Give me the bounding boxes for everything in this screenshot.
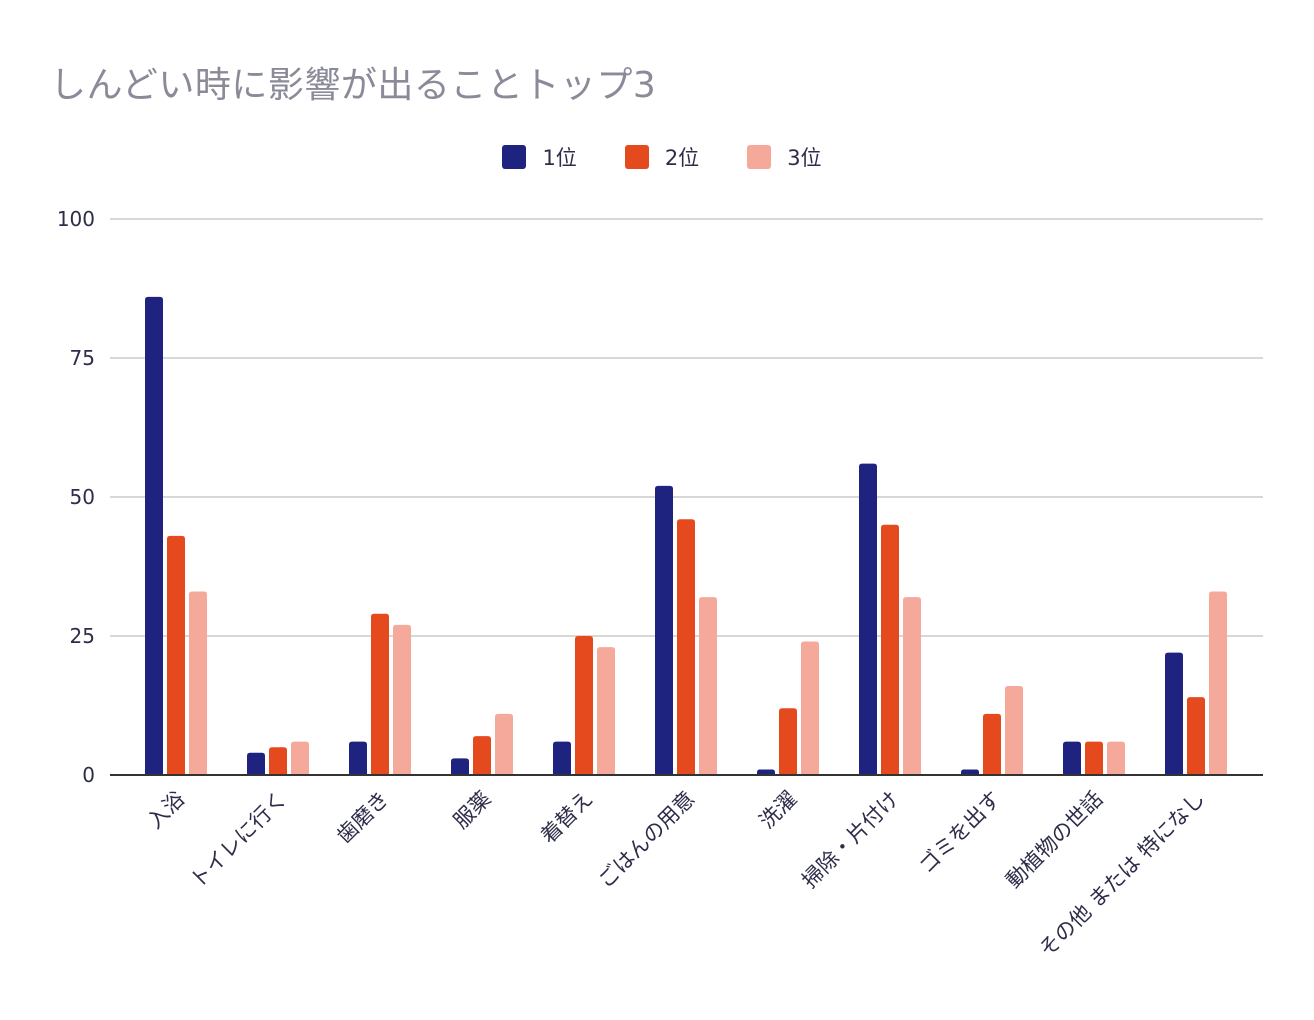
bar-series-2-cat-8[interactable] xyxy=(881,524,899,775)
bar-series-2-cat-2[interactable] xyxy=(269,747,287,775)
y-tick-label: 75 xyxy=(70,346,95,370)
bar-series-1-cat-1[interactable] xyxy=(145,296,163,775)
bar-series-1-cat-3[interactable] xyxy=(349,741,367,775)
legend-label-series-3: 3位 xyxy=(787,146,822,170)
x-tick-label: ゴミを出す xyxy=(914,787,1005,878)
x-tick-label: トイレに行く xyxy=(185,787,291,893)
legend-label-series-2: 2位 xyxy=(664,146,700,170)
bar-series-2-cat-6[interactable] xyxy=(677,519,695,775)
bar-series-3-cat-11[interactable] xyxy=(1209,591,1227,775)
y-tick-label: 0 xyxy=(82,763,95,787)
bar-series-3-cat-7[interactable] xyxy=(801,641,819,775)
y-tick-label: 25 xyxy=(70,624,95,648)
bar-series-2-cat-7[interactable] xyxy=(779,708,797,775)
bar-series-3-cat-2[interactable] xyxy=(291,741,309,775)
y-tick-label: 50 xyxy=(70,485,95,509)
bar-series-2-cat-9[interactable] xyxy=(983,713,1001,775)
bar-series-1-cat-6[interactable] xyxy=(655,485,673,775)
legend-swatch-series-2 xyxy=(624,145,649,169)
bar-series-3-cat-5[interactable] xyxy=(597,647,615,775)
bar-series-3-cat-4[interactable] xyxy=(495,713,513,775)
bar-series-3-cat-8[interactable] xyxy=(903,597,921,775)
legend-item-series-1[interactable]: 1位 xyxy=(502,142,577,172)
chart-title: しんどい時に影響が出ることトップ3 xyxy=(50,65,657,106)
x-tick-label: 着替え xyxy=(536,787,598,849)
legend-item-series-2[interactable]: 2位 xyxy=(624,142,700,172)
bar-series-1-cat-11[interactable] xyxy=(1165,652,1183,775)
bar-series-2-cat-10[interactable] xyxy=(1085,741,1103,775)
x-tick-label: 服薬 xyxy=(449,787,496,834)
legend-swatch-series-3 xyxy=(747,145,772,169)
bar-series-3-cat-6[interactable] xyxy=(699,597,717,775)
legend-label-series-1: 1位 xyxy=(542,146,577,170)
y-tick-label: 100 xyxy=(57,207,95,231)
bar-series-1-cat-8[interactable] xyxy=(859,463,877,775)
bar-series-2-cat-11[interactable] xyxy=(1187,697,1205,775)
bar-series-2-cat-3[interactable] xyxy=(371,613,389,775)
x-tick-label: 入浴 xyxy=(143,787,190,834)
bar-series-1-cat-10[interactable] xyxy=(1063,741,1081,775)
bar-series-3-cat-10[interactable] xyxy=(1107,741,1125,775)
bar-series-3-cat-1[interactable] xyxy=(189,591,207,775)
legend-item-series-3[interactable]: 3位 xyxy=(747,142,822,172)
x-tick-label: 洗濯 xyxy=(755,787,802,834)
x-tick-label: 動植物の世話 xyxy=(1001,787,1107,893)
bar-series-2-cat-5[interactable] xyxy=(575,636,593,775)
legend: 1位 2位 3位 xyxy=(0,142,1314,172)
x-tick-label: 歯磨き xyxy=(332,787,394,849)
bar-series-1-cat-7[interactable] xyxy=(757,769,775,775)
bar-series-1-cat-4[interactable] xyxy=(451,758,469,775)
bar-series-1-cat-9[interactable] xyxy=(961,769,979,775)
x-tick-label: 掃除・片付け xyxy=(797,787,903,893)
bar-series-2-cat-1[interactable] xyxy=(167,535,185,775)
bar-series-2-cat-4[interactable] xyxy=(473,736,491,775)
bar-series-1-cat-2[interactable] xyxy=(247,752,265,775)
bar-series-3-cat-9[interactable] xyxy=(1005,686,1023,775)
x-tick-label: その他 または 特になし xyxy=(1035,787,1210,962)
legend-swatch-series-1 xyxy=(502,145,527,169)
bar-series-3-cat-3[interactable] xyxy=(393,624,411,775)
x-tick-label: ごはんの用意 xyxy=(593,787,699,893)
bar-series-1-cat-5[interactable] xyxy=(553,741,571,775)
